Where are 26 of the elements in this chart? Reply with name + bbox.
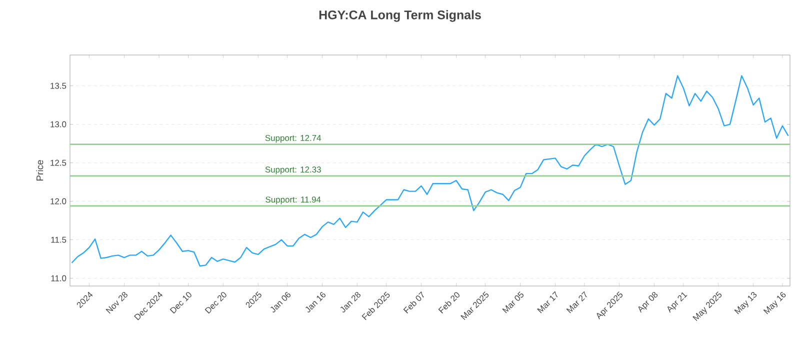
chart-title: HGY:CA Long Term Signals [319, 10, 481, 22]
ref-line-label: Support: 12.33 [265, 166, 321, 174]
x-tick-label: Dec 20 [204, 292, 226, 314]
x-tick-label: Apr 21 [668, 292, 688, 313]
x-tick-label: Mar 17 [537, 291, 558, 314]
x-tick-label: Apr 08 [638, 292, 658, 313]
y-tick-label: 13.5 [50, 82, 66, 89]
x-tick-label: Feb 20 [438, 292, 460, 314]
y-tick-label: 13.0 [50, 121, 66, 128]
x-tick-label: Dec 10 [170, 292, 192, 314]
x-tick-label: Nov 28 [106, 292, 128, 314]
y-tick-label: 11.5 [51, 236, 66, 243]
x-tick-label: Mar 27 [566, 291, 587, 314]
x-tick-label: Jan 16 [306, 292, 326, 312]
y-tick-label: 12.5 [50, 160, 66, 166]
x-tick-label: Jan 06 [270, 292, 291, 312]
y-axis-title: Price [36, 160, 44, 180]
ref-line-label: Support: 11.94 [266, 196, 321, 204]
ref-line-label: Support: 12.74 [265, 134, 322, 143]
x-tick-label: May 16 [763, 292, 786, 314]
x-tick-label: Feb 07 [403, 291, 424, 314]
y-tick-label: 11.0 [51, 275, 66, 282]
x-tick-label: May 13 [734, 292, 757, 314]
x-tick-label: Jan 28 [340, 292, 360, 312]
y-tick-label: 12.0 [50, 198, 66, 204]
x-tick-label: Mar 05 [502, 292, 524, 314]
